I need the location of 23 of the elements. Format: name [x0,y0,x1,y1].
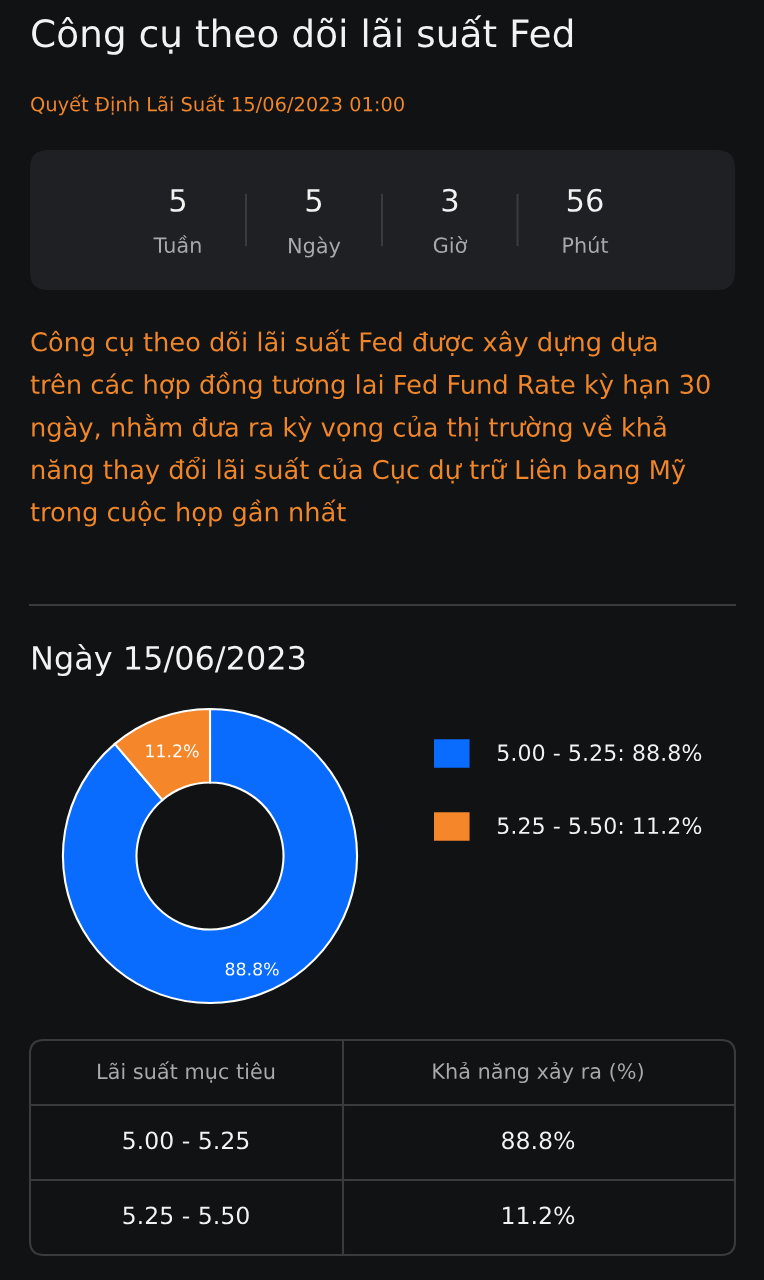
text: Ngày [289,236,341,258]
legend-label: 5.25 - 5.50: 11.2% [497,817,702,835]
donut-slice [61,707,359,1005]
text: Lãi suất mục tiêu [98,1061,275,1083]
text: 5.25 - 5.50 [123,1206,249,1225]
text: 5.00 - 5.25 [123,1131,249,1150]
text: 11.2% [503,1206,575,1225]
text: Tuần [153,235,201,254]
text: 5 [306,189,322,212]
text: Công cụ theo dõi lãi suất Fed [32,15,573,55]
text: Công cụ theo dõi lãi suất Fed được xây dựng dựa trên các hợp đồng tương lai Fed Fund Rate kỳ hạn 30 ngày, nhằm đưa ra kỳ vọng của thị trường về khả năng thay đổi lãi suất của Cục dự trữ Liên bang Mỹ trong cuộc họp gần nhất [30,329,710,527]
text: 56 [567,188,603,212]
text: 3 [442,188,458,212]
text: 88.8% [502,1131,575,1150]
text: Phút [563,236,609,254]
text: Quyết Định Lãi Suất 15/06/2023 01:00 [31,94,404,116]
chart-title: Ngày 15/06/2023 [33,643,305,677]
text: Khả năng xảy ra (%) [433,1061,643,1084]
data-label: 11.2% [146,744,199,758]
text: Giờ [433,236,468,254]
legend-label: 5.00 - 5.25: 88.8% [497,744,702,762]
data-label: 88.8% [225,962,279,976]
text: 5 [170,189,186,212]
